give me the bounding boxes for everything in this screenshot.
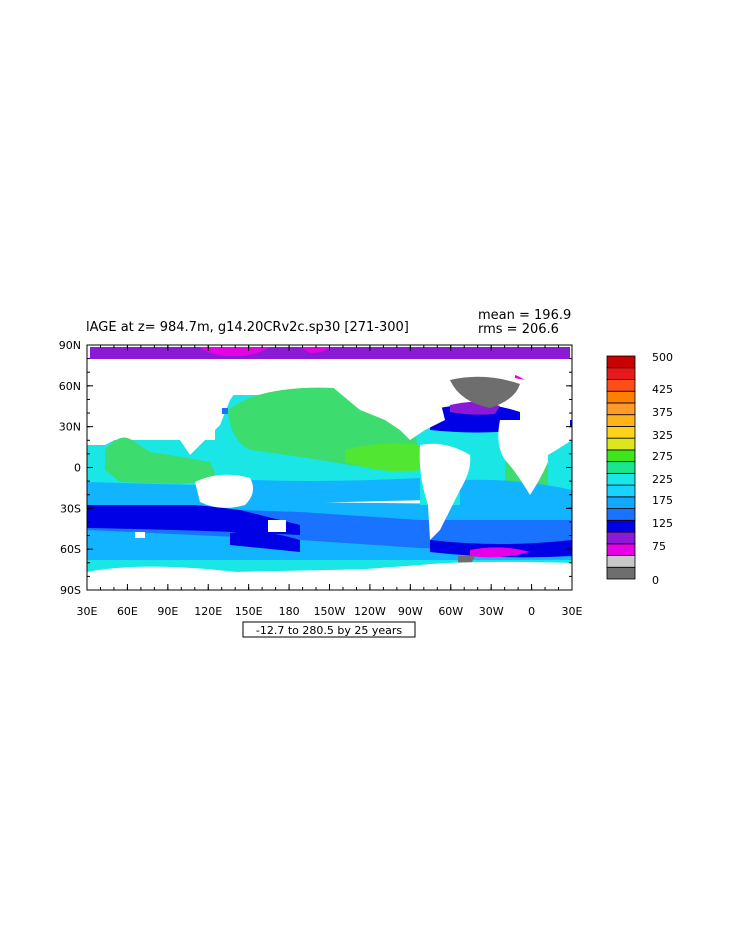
y-tick-label: 60S: [60, 543, 81, 556]
y-tick-label: 90S: [60, 584, 81, 597]
colorbar-swatch: [606, 472, 636, 486]
x-tick-label: 120E: [194, 605, 222, 618]
x-tick-label: 0: [528, 605, 535, 618]
colorbar-label: 75: [652, 540, 666, 553]
land-africa: [498, 420, 572, 495]
y-tick-label: 30S: [60, 502, 81, 515]
colorbar-swatch: [606, 390, 636, 404]
land-europe: [470, 359, 572, 420]
map-title: lAGE at z= 984.7m, g14.20CRv2c.sp30 [271…: [86, 320, 409, 335]
y-tick-label: 30N: [59, 421, 81, 434]
colorbar-swatch: [606, 484, 636, 498]
x-tick-label: 30E: [77, 605, 98, 618]
x-tick-label: 180: [279, 605, 300, 618]
colorbar-label: 325: [652, 429, 673, 442]
colorbar-swatch: [606, 414, 636, 427]
colorbar-label: 275: [652, 450, 673, 463]
land-new-zealand: [268, 520, 286, 532]
colorbar-swatch: [606, 496, 636, 509]
japan-sea-blue: [222, 408, 228, 414]
y-tick-label: 0: [74, 462, 81, 475]
x-tick-label: 30E: [562, 605, 583, 618]
colorbar-label: 375: [652, 406, 673, 419]
atlantic-lightblue: [460, 479, 572, 515]
land-madagascar: [135, 532, 145, 538]
y-tick-label: 60N: [59, 380, 81, 393]
land-south-america: [419, 443, 471, 540]
indian-ocean-green: [105, 437, 218, 484]
ocean-field: [87, 345, 572, 590]
colorbar-swatch: [606, 355, 636, 369]
contour-note-box: [242, 621, 416, 638]
y-tick-label: 90N: [59, 339, 81, 352]
land-australia: [195, 474, 254, 508]
rms-value: rms = 206.6: [478, 322, 559, 337]
colorbar-label: 425: [652, 383, 673, 396]
pacific-lightblue: [215, 478, 430, 505]
colorbar-swatch: [606, 449, 636, 463]
x-tick-label: 90W: [398, 605, 423, 618]
colorbar-labels: 500 425 375 325 275 225 175 125 75 0: [652, 351, 673, 587]
colorbar-swatch: [606, 531, 636, 545]
colorbar-label: 500: [652, 351, 673, 364]
colorbar-label: 0: [652, 574, 659, 587]
colorbar-swatch: [606, 543, 636, 556]
x-tick-label: 90E: [157, 605, 178, 618]
axis-ticks: [86, 344, 573, 591]
x-tick-label: 120W: [354, 605, 386, 618]
x-tick-label: 60W: [438, 605, 463, 618]
x-axis-labels: 30E 60E 90E 120E 150E 180 150W 120W 90W 60W 30W 0 30…: [77, 605, 583, 618]
colorbar-label: 225: [652, 473, 673, 486]
colorbar-swatch: [606, 437, 636, 451]
colorbar-swatch: [606, 367, 636, 380]
land-north-america: [330, 381, 445, 440]
contour-note: -12.7 to 280.5 by 25 years: [256, 624, 403, 637]
colorbar-swatch: [606, 519, 636, 533]
colorbar-swatch: [606, 555, 636, 568]
land-antarctic-coast: [87, 561, 572, 580]
x-tick-label: 30W: [479, 605, 504, 618]
x-tick-label: 60E: [117, 605, 138, 618]
y-axis-labels: 90N 60N 30N 0 30S 60S 90S: [59, 339, 81, 597]
greenland-grey: [450, 376, 520, 408]
colorbar-swatch: [606, 461, 636, 474]
mean-value: mean = 196.9: [478, 308, 571, 323]
colorbar-label: 175: [652, 494, 673, 507]
x-tick-label: 150E: [235, 605, 263, 618]
colorbar-swatch: [606, 426, 636, 439]
colorbar-swatch: [606, 402, 636, 416]
mediterranean-blue: [570, 420, 572, 426]
arctic-magenta-2: [300, 347, 330, 353]
weddell-magenta: [470, 547, 530, 558]
arctic-magenta-1: [200, 347, 270, 357]
x-tick-label: 150W: [314, 605, 346, 618]
colorbar-swatch: [606, 566, 636, 580]
pacific-lime: [345, 443, 422, 472]
land-masses: [87, 359, 572, 590]
southern-ocean-darkblue-band: [87, 502, 300, 535]
colorbar: [606, 355, 636, 580]
southern-ocean-darkblue-west: [230, 531, 300, 552]
colorbar-swatch: [606, 508, 636, 521]
colorbar-swatch: [606, 379, 636, 392]
colorbar-label: 125: [652, 517, 673, 530]
